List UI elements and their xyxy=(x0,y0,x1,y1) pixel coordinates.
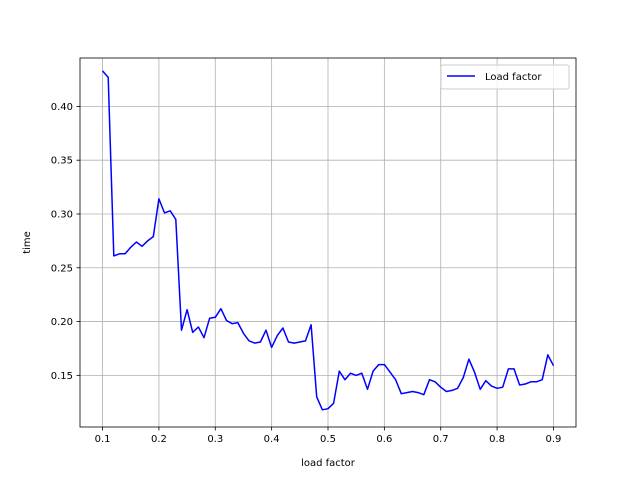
legend-box xyxy=(440,64,570,90)
x-tick-label: 0.7 xyxy=(433,434,449,445)
y-tick-label: 0.30 xyxy=(51,209,73,220)
y-tick-label: 0.20 xyxy=(51,317,73,328)
x-tick-label: 0.6 xyxy=(376,434,392,445)
x-tick-label: 0.2 xyxy=(151,434,167,445)
y-tick-label: 0.25 xyxy=(51,263,73,274)
series-line-0 xyxy=(101,70,555,411)
plot-area xyxy=(101,70,555,411)
x-tick-label: 0.1 xyxy=(95,434,111,445)
grid-lines xyxy=(80,58,576,427)
x-axis-ticks: 0.1 0.2 0.3 0.4 0.5 0.6 0.7 0.8 0.9 xyxy=(95,427,562,445)
y-axis-label: time xyxy=(22,231,33,254)
x-axis-label: load factor xyxy=(301,458,356,469)
x-tick-label: 0.5 xyxy=(320,434,336,445)
x-tick-label: 0.8 xyxy=(489,434,505,445)
y-tick-label: 0.40 xyxy=(51,102,73,113)
legend: Load factor xyxy=(440,64,570,90)
y-tick-label: 0.35 xyxy=(51,156,73,167)
x-tick-label: 0.9 xyxy=(546,434,562,445)
y-tick-label: 0.15 xyxy=(51,371,73,382)
x-tick-label: 0.3 xyxy=(207,434,223,445)
legend-entry-label: Load factor xyxy=(485,72,542,83)
y-axis-ticks: 0.15 0.20 0.25 0.30 0.35 0.40 xyxy=(51,102,80,382)
x-tick-label: 0.4 xyxy=(264,434,280,445)
